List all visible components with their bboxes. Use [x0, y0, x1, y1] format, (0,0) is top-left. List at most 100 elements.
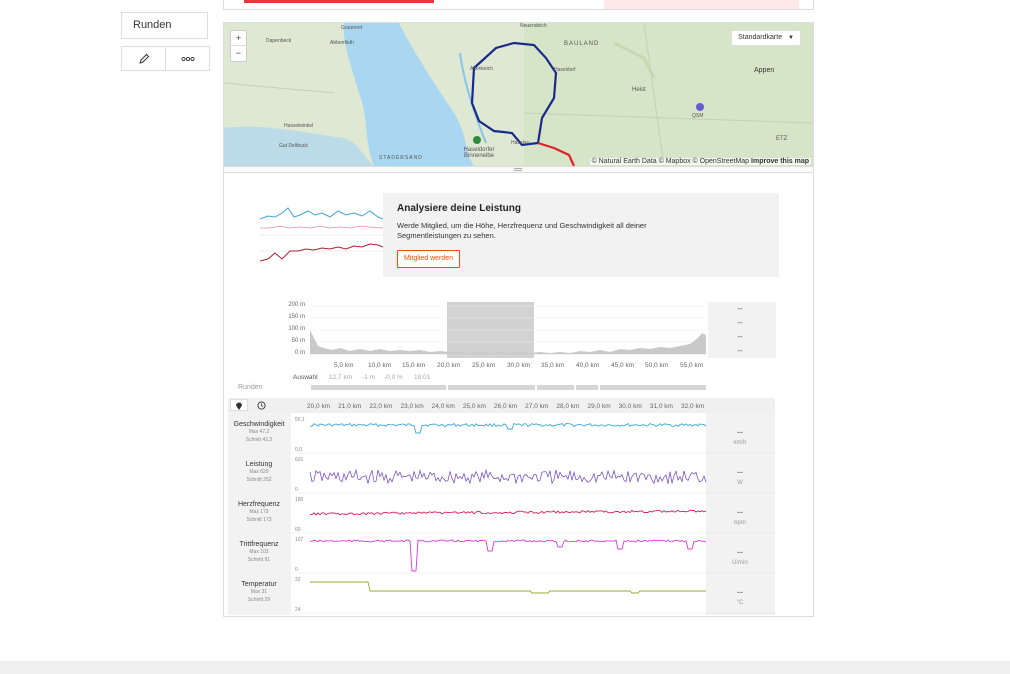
elev-x-tick: 55,0 km [680, 362, 704, 369]
stream-line [309, 422, 707, 434]
zoom-out-button[interactable]: − [235, 48, 242, 58]
laps-bar[interactable] [311, 385, 706, 390]
stream-x-tick: 22,0 km [369, 403, 393, 410]
auswahl-grade: -0,0 % [384, 374, 403, 381]
stream-line [309, 468, 707, 485]
stream-max: Max 629 [249, 469, 269, 475]
elev-y-tick: 50 m [291, 338, 305, 344]
selection-stat: -- [737, 318, 743, 327]
elev-y-tick: 0 m [294, 350, 305, 356]
more-icon [180, 56, 195, 61]
stream-current-value: -- [737, 467, 743, 477]
elevation-profile [310, 330, 706, 354]
menu-toolbar [121, 46, 210, 71]
stream-unit: U/min [732, 560, 748, 566]
map-style-label: Standardkarte [738, 34, 783, 41]
elev-x-tick: 25,0 km [472, 362, 496, 369]
zoom-in-button[interactable]: + [231, 31, 246, 46]
stream-avg: Schnitt 252 [246, 477, 272, 483]
zoom-control: + − [230, 30, 247, 62]
stream-row-temperatur[interactable]: Temperatur Max 31 Schnitt 29 [229, 581, 289, 604]
improve-map-link[interactable]: Improve this map [751, 158, 809, 165]
stream-x-tick: 21,0 km [338, 403, 362, 410]
map-label: Neuendeich [520, 23, 547, 29]
map-label: Gut Deltbuck [279, 143, 308, 149]
route-map[interactable]: Grauerort Abbenfleth Dapenbeck Neuendeic… [224, 23, 813, 166]
stream-y-tick: 0 [295, 487, 298, 493]
stream-max: Max 103 [249, 549, 269, 555]
upsell-banner: Analysiere deine Leistung Werde Mitglied… [259, 193, 779, 277]
map-label: Dapenbeck [266, 38, 292, 44]
menu-item-runden[interactable]: Runden [121, 12, 208, 39]
stream-line [310, 581, 706, 594]
elev-x-tick: 50,0 km [645, 362, 669, 369]
time-axis-button[interactable] [252, 399, 270, 411]
elev-x-tick: 10,0 km [368, 362, 392, 369]
stream-unit: °C [736, 600, 744, 606]
map-label: STADERSAND [379, 155, 423, 161]
location-pin-icon [236, 402, 242, 410]
stream-current-value: -- [737, 547, 743, 557]
stream-avg: Schnitt 29 [247, 597, 271, 603]
stream-row-trittfrequenz[interactable]: Trittfrequenz Max 103 Schnitt 91 [229, 541, 289, 564]
map-label: QSM [692, 113, 704, 119]
stream-x-tick: 32,0 km [681, 403, 705, 410]
elev-x-tick: 35,0 km [541, 362, 565, 369]
map-label: ETZ [776, 136, 788, 142]
elev-y-tick: 200 m [288, 302, 305, 308]
stream-name: Temperatur [241, 581, 277, 588]
map-label: Haselau [511, 140, 530, 146]
stream-x-tick: 23,0 km [400, 403, 424, 410]
attribution-text: © Natural Earth Data © Mapbox © OpenStre… [591, 158, 750, 165]
stream-x-tick: 25,0 km [462, 403, 486, 410]
streams-header [228, 398, 775, 413]
streams-svg: 55,1 0,0 631 0 180 60 107 0 32 24 [228, 413, 775, 615]
distance-axis-button[interactable] [230, 399, 248, 411]
map-label: Abbenfleth [330, 40, 354, 46]
elevation-svg [310, 302, 776, 358]
stream-name: Geschwindigkeit [233, 421, 285, 428]
stream-y-tick: 0 [295, 567, 298, 573]
stream-x-tick: 27,0 km [525, 403, 549, 410]
stream-y-tick: 180 [295, 497, 304, 503]
chevron-down-icon: ▼ [788, 35, 794, 41]
stream-unit: km/h [733, 440, 747, 446]
progress-remnant [244, 0, 434, 3]
runden-row-label: Runden [238, 384, 263, 391]
grip-icon-line [514, 170, 522, 171]
stream-avg: Schnitt 42,3 [245, 437, 273, 443]
map-label: Appen [754, 67, 775, 74]
top-panel-remnant [223, 0, 814, 10]
become-member-button[interactable]: Mitglied werden [397, 250, 461, 268]
stream-current-value: -- [737, 507, 743, 517]
map-canvas [224, 23, 813, 166]
elev-y-tick: 100 m [288, 326, 305, 332]
stream-row-leistung[interactable]: Leistung Max 629 Schnitt 252 [229, 461, 289, 484]
edit-button[interactable] [122, 47, 166, 70]
stream-unit: bpm [734, 520, 746, 526]
elev-x-tick: 40,0 km [576, 362, 600, 369]
auswahl-elevation: -1 m [362, 374, 375, 381]
stream-row-herzfrequenz[interactable]: Herzfrequenz Max 179 Schnitt 173 [229, 501, 289, 524]
selection-stat: -- [737, 332, 743, 341]
stream-avg: Schnitt 91 [247, 557, 271, 563]
promo-text: Werde Mitglied, um die Höhe, Herzfrequen… [397, 221, 647, 240]
elevation-side-panel [708, 302, 776, 358]
map-style-select[interactable]: Standardkarte ▼ [731, 30, 801, 46]
selection-stat: -- [737, 346, 743, 355]
lap-divider [446, 385, 448, 390]
stream-x-tick: 20,0 km [307, 403, 331, 410]
elev-x-tick: 20,0 km [437, 362, 461, 369]
map-label: Altenkeich [470, 66, 494, 72]
stream-x-tick: 29,0 km [587, 403, 611, 410]
stream-line [310, 509, 707, 516]
stream-name: Leistung [245, 461, 273, 468]
stream-row-geschwindigkeit[interactable]: Geschwindigkeit Max 47,2 Schnitt 42,3 [229, 421, 289, 444]
stream-line [309, 539, 707, 572]
more-button[interactable] [166, 47, 209, 70]
stream-x-tick: 24,0 km [431, 403, 455, 410]
stream-name: Herzfrequenz [237, 501, 281, 508]
stream-y-tick: 24 [295, 607, 301, 613]
page-footer [0, 661, 1010, 674]
map-resize-handle[interactable] [224, 166, 813, 173]
